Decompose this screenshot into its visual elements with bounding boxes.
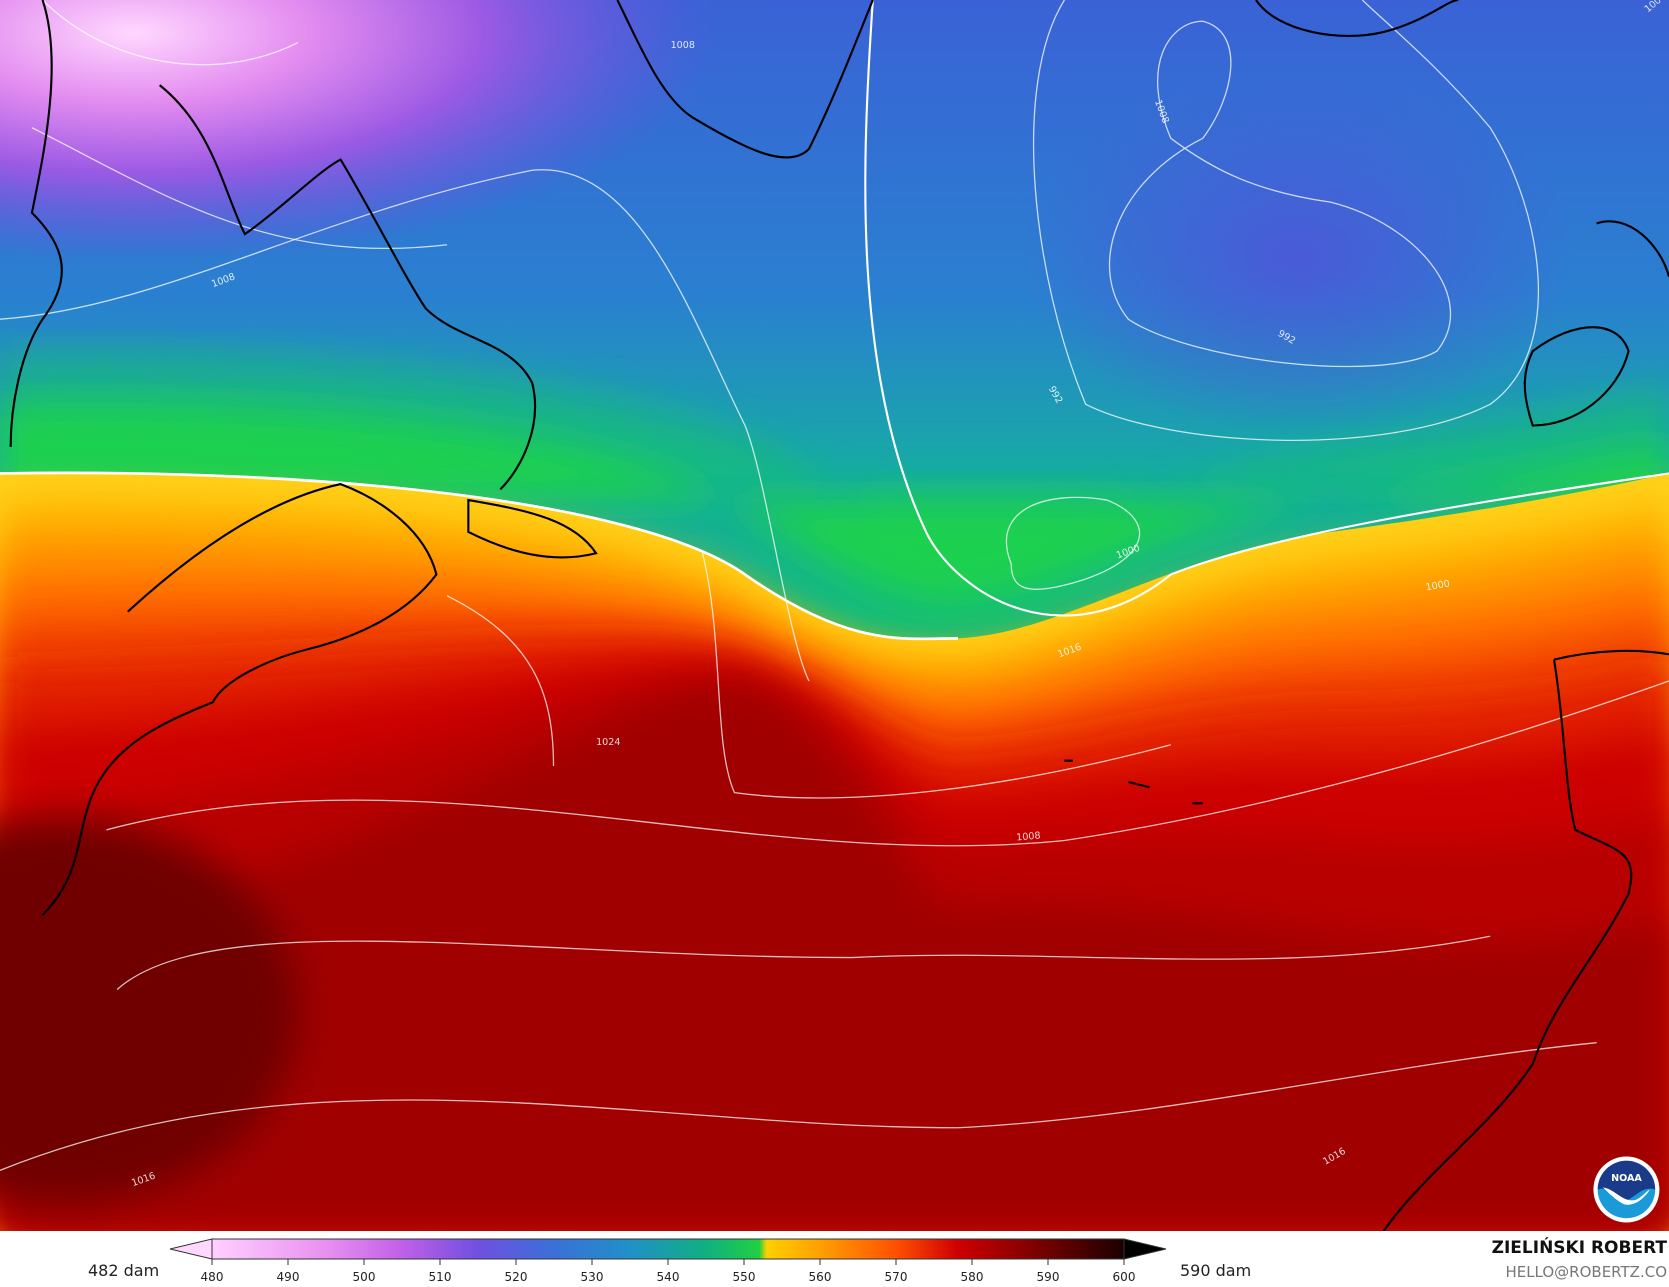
colorbar-tick-label: 480 xyxy=(201,1270,224,1284)
legend-max-label: 590 dam xyxy=(1180,1261,1252,1280)
colorbar-tick-label: 560 xyxy=(809,1270,832,1284)
colorbar-max-arrow xyxy=(1123,1238,1167,1260)
color-legend: 482 dam 480 490 500 510 520 530 540 550 560 570 58… xyxy=(0,1231,1669,1287)
noaa-logo: NOAA xyxy=(1593,1156,1660,1223)
colorbar-tick-label: 600 xyxy=(1113,1270,1136,1284)
colorbar-tick-label: 500 xyxy=(353,1270,376,1284)
colorbar: 480 490 500 510 520 530 540 550 560 570 580 590 600 xyxy=(169,1238,1167,1284)
contour-label: 1008 xyxy=(671,40,695,51)
coastlines xyxy=(9,0,1669,1231)
colorbar-tick-label: 550 xyxy=(733,1270,756,1284)
weather-map: 1008100810089929921000100010161008102410… xyxy=(0,0,1669,1231)
isobar-contours xyxy=(0,0,1669,1171)
contour-label: 1000 xyxy=(1425,578,1451,593)
colorbar-tick-label: 520 xyxy=(505,1270,528,1284)
legend-min-label: 482 dam xyxy=(88,1261,160,1280)
green-band xyxy=(0,349,1669,554)
height-band xyxy=(0,819,298,1203)
green-edge xyxy=(0,402,1669,607)
colorbar-tick-label: 570 xyxy=(885,1270,908,1284)
contour-label: 1024 xyxy=(596,737,620,748)
colorbar-min-arrow xyxy=(169,1238,213,1260)
author-email: HELLO@ROBERTZ.CO xyxy=(1505,1263,1667,1281)
colorbar-tick-label: 530 xyxy=(581,1270,604,1284)
svg-text:NOAA: NOAA xyxy=(1611,1173,1642,1184)
colorbar-tick-label: 590 xyxy=(1037,1270,1060,1284)
colorbar-tick-label: 510 xyxy=(429,1270,452,1284)
colorbar-tick-label: 490 xyxy=(277,1270,300,1284)
colorbar-gradient xyxy=(211,1238,1125,1260)
author-name: ZIELIŃSKI ROBERT xyxy=(1491,1238,1667,1258)
warm-bands xyxy=(0,472,1669,1231)
colorbar-tick-label: 580 xyxy=(961,1270,984,1284)
colorbar-tick-label: 540 xyxy=(657,1270,680,1284)
contour-label: 1008 xyxy=(1016,830,1041,843)
